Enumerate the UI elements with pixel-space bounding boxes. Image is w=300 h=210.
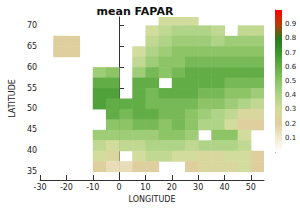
svg-text:50: 50: [246, 183, 256, 192]
svg-text:-30: -30: [34, 183, 47, 192]
svg-text:40: 40: [27, 146, 37, 155]
svg-text:0: 0: [117, 183, 122, 192]
svg-text:0.3: 0.3: [285, 105, 296, 113]
svg-text:LONGITUDE: LONGITUDE: [129, 195, 176, 204]
svg-text:50: 50: [27, 104, 37, 113]
svg-text:0.9: 0.9: [285, 20, 296, 28]
svg-text:LATITUDE: LATITUDE: [8, 79, 17, 118]
svg-text:45: 45: [27, 125, 37, 134]
svg-text:60: 60: [27, 63, 37, 72]
svg-text:0.5: 0.5: [285, 77, 296, 85]
svg-text:0.8: 0.8: [285, 34, 296, 42]
svg-text:35: 35: [27, 167, 37, 176]
svg-text:0.7: 0.7: [285, 49, 296, 57]
svg-text:70: 70: [27, 21, 37, 30]
svg-text:40: 40: [219, 183, 229, 192]
svg-text:20: 20: [167, 183, 177, 192]
svg-text:0.4: 0.4: [285, 91, 297, 99]
svg-text:-20: -20: [60, 183, 73, 192]
svg-text:10: 10: [140, 183, 150, 192]
svg-text:0.1: 0.1: [285, 134, 296, 142]
svg-text:mean FAPAR: mean FAPAR: [97, 5, 174, 18]
svg-text:-10: -10: [86, 183, 99, 192]
svg-text:55: 55: [27, 84, 37, 93]
svg-text:0.2: 0.2: [285, 120, 296, 128]
svg-text:0.6: 0.6: [285, 63, 297, 71]
svg-text:65: 65: [27, 42, 37, 51]
svg-text:30: 30: [193, 183, 203, 192]
